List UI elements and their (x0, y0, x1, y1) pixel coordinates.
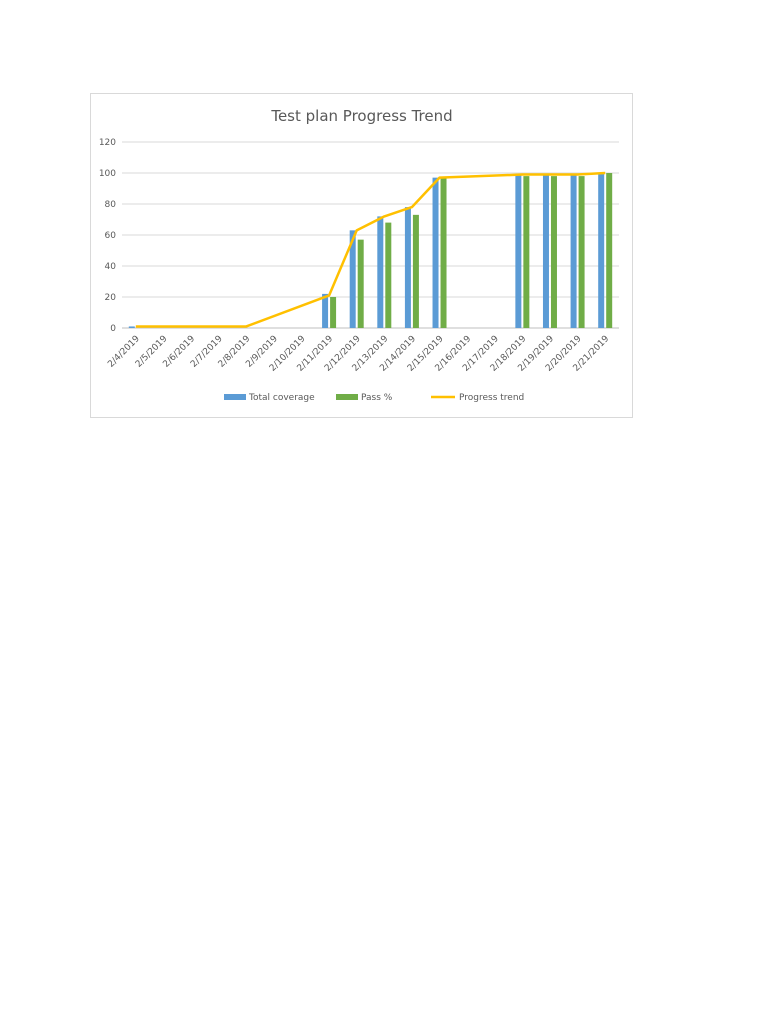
bar-total-coverage-8 (349, 230, 356, 328)
y-tick-label: 0 (110, 324, 116, 334)
y-tick-label: 80 (105, 200, 117, 210)
y-tick-label: 60 (105, 231, 117, 241)
series-line-progress-trend (135, 171, 606, 328)
bar-total-coverage-11 (432, 177, 439, 328)
y-tick-label: 40 (105, 262, 117, 272)
legend-label-pass-: Pass % (361, 393, 393, 403)
trend-line (135, 171, 606, 328)
x-axis-ticks: 2/4/20192/5/20192/6/20192/7/20192/8/2019… (106, 334, 611, 374)
bar-pass--17 (606, 173, 613, 328)
y-tick-label: 120 (99, 138, 116, 148)
bar-total-coverage-10 (404, 207, 411, 328)
y-tick-label: 100 (99, 169, 116, 179)
bar-pass--7 (330, 297, 337, 328)
chart-frame: Test plan Progress Trend 0 20 40 60 80 100 120… (90, 93, 633, 418)
bar-pass--15 (550, 176, 557, 328)
bar-total-coverage-14 (515, 174, 522, 328)
bar-total-coverage-7 (322, 293, 329, 328)
bar-total-coverage-16 (570, 174, 577, 328)
bar-pass--16 (578, 176, 585, 328)
legend-swatch-total-coverage (224, 394, 246, 400)
y-axis-ticks: 0 20 40 60 80 100 120 (99, 138, 116, 334)
bar-total-coverage-17 (598, 173, 605, 328)
bars (128, 173, 613, 328)
bar-pass--9 (385, 222, 392, 328)
legend-label-total-coverage: Total coverage (248, 393, 315, 403)
chart-title: Test plan Progress Trend (270, 107, 452, 125)
bar-total-coverage-15 (542, 174, 549, 328)
bar-pass--10 (412, 214, 419, 328)
bar-total-coverage-9 (377, 216, 384, 328)
y-tick-label: 20 (105, 293, 117, 303)
legend-label-progress-trend: Progress trend (459, 393, 524, 403)
legend: Total coverage Pass % Progress trend (224, 393, 524, 403)
gridlines (122, 141, 619, 329)
bar-pass--8 (357, 239, 364, 328)
bar-pass--11 (440, 177, 447, 328)
legend-swatch-pass- (336, 394, 358, 400)
progress-trend-chart: Test plan Progress Trend 0 20 40 60 80 100 120… (99, 107, 619, 403)
bar-pass--14 (523, 176, 530, 328)
bar-total-coverage-0 (128, 326, 135, 328)
